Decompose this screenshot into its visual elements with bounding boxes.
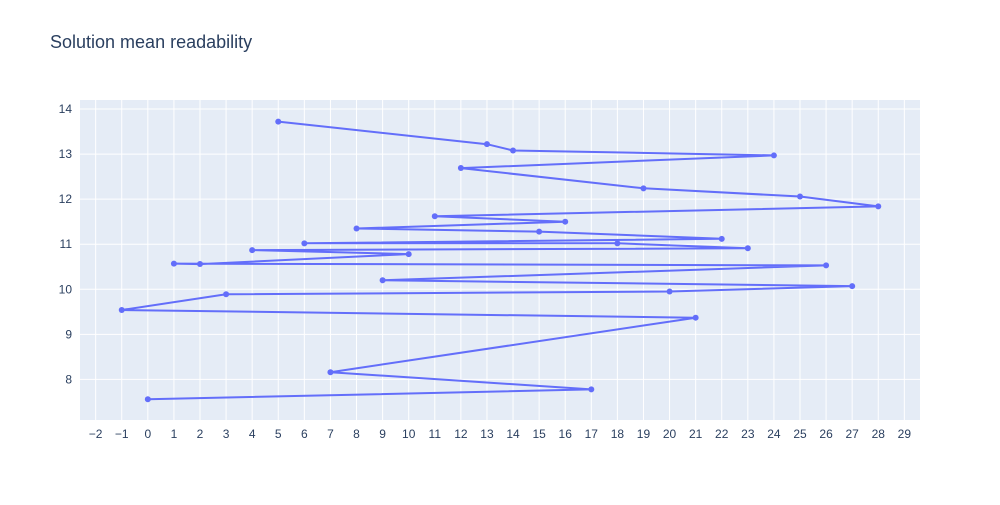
y-tick-label: 10 [59, 282, 73, 296]
data-point[interactable] [692, 314, 699, 321]
data-point[interactable] [640, 185, 647, 192]
data-point[interactable] [562, 218, 569, 225]
data-point[interactable] [249, 247, 256, 254]
data-point[interactable] [431, 213, 438, 220]
x-tick-label: 27 [845, 427, 859, 441]
x-tick-label: 8 [353, 427, 360, 441]
x-tick-label: 22 [715, 427, 729, 441]
grid-lines [80, 100, 920, 420]
y-axis-ticks: 8 9 10 11 12 13 14 [59, 102, 73, 386]
x-tick-label: 5 [275, 427, 282, 441]
data-point[interactable] [170, 260, 177, 267]
data-point[interactable] [666, 288, 673, 295]
data-point[interactable] [744, 245, 751, 252]
data-point[interactable] [405, 251, 412, 258]
x-tick-label: 20 [663, 427, 677, 441]
x-tick-label: 17 [585, 427, 599, 441]
x-tick-label: 14 [506, 427, 520, 441]
x-tick-label: 10 [402, 427, 416, 441]
x-tick-label: −2 [89, 427, 103, 441]
y-tick-label: 9 [65, 327, 72, 341]
plot-area [80, 100, 920, 420]
x-tick-label: 18 [611, 427, 625, 441]
data-point[interactable] [797, 193, 803, 200]
y-tick-label: 14 [59, 102, 73, 116]
x-tick-label: 26 [819, 427, 833, 441]
data-point[interactable] [379, 277, 386, 284]
y-tick-label: 8 [65, 372, 72, 386]
data-point[interactable] [849, 283, 856, 290]
x-tick-label: 23 [741, 427, 755, 441]
x-tick-label: 16 [559, 427, 573, 441]
data-point[interactable] [588, 386, 595, 393]
x-axis-ticks: −2 −1 0 1 2 3 4 5 6 7 8 9 10 11 12 13 14 15 16 17 18 19 20 21 22… [89, 427, 912, 441]
x-tick-label: 21 [689, 427, 703, 441]
x-tick-label: 6 [301, 427, 308, 441]
x-tick-label: 29 [898, 427, 912, 441]
chart-title: Solution mean readability [50, 32, 253, 52]
data-point[interactable] [275, 118, 282, 125]
data-point[interactable] [353, 225, 360, 232]
series-group [118, 118, 882, 403]
x-tick-label: 1 [171, 427, 178, 441]
x-tick-label: 12 [454, 427, 468, 441]
x-tick-label: 25 [793, 427, 807, 441]
data-point[interactable] [223, 291, 230, 298]
data-point[interactable] [510, 147, 517, 154]
data-point[interactable] [875, 203, 882, 210]
data-point[interactable] [718, 235, 725, 242]
data-point[interactable] [823, 262, 830, 269]
x-tick-label: 3 [223, 427, 230, 441]
x-tick-label: 0 [144, 427, 151, 441]
x-tick-label: 24 [767, 427, 781, 441]
x-tick-label: 11 [429, 427, 442, 441]
data-point[interactable] [301, 240, 308, 247]
series-line [120, 120, 880, 401]
x-tick-label: 28 [872, 427, 886, 441]
x-tick-label: 7 [327, 427, 334, 441]
x-tick-label: 9 [379, 427, 386, 441]
y-tick-label: 13 [59, 147, 73, 161]
data-point[interactable] [770, 152, 777, 159]
data-point[interactable] [614, 240, 621, 247]
x-tick-label: 15 [532, 427, 546, 441]
data-point[interactable] [144, 396, 151, 403]
y-tick-label: 11 [60, 237, 73, 251]
data-point[interactable] [483, 141, 490, 148]
x-tick-label: 2 [197, 427, 204, 441]
y-tick-label: 12 [59, 192, 73, 206]
data-point[interactable] [457, 165, 464, 172]
x-tick-label: −1 [115, 427, 129, 441]
data-point[interactable] [197, 261, 203, 268]
x-tick-label: 13 [480, 427, 494, 441]
data-point[interactable] [536, 228, 543, 235]
x-tick-label: 19 [637, 427, 651, 441]
data-point[interactable] [118, 307, 125, 314]
x-tick-label: 4 [249, 427, 256, 441]
data-point[interactable] [327, 369, 334, 376]
